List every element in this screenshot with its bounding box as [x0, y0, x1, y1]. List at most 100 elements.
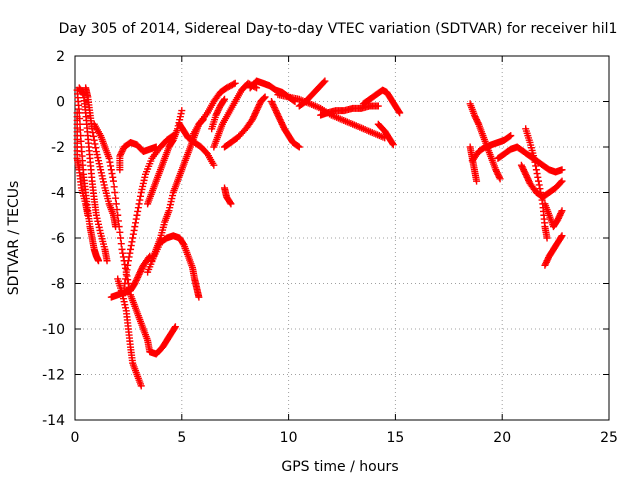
- data-point: [120, 284, 128, 292]
- data-point: [140, 176, 148, 184]
- data-point: [117, 149, 125, 157]
- x-axis-label: GPS time / hours: [281, 459, 398, 475]
- data-point: [321, 77, 329, 85]
- data-point: [84, 211, 92, 219]
- chart-title: Day 305 of 2014, Sidereal Day-to-day VTE…: [59, 21, 618, 37]
- data-point: [493, 169, 501, 177]
- data-point: [555, 213, 563, 221]
- data-point: [534, 173, 542, 181]
- data-point: [105, 154, 113, 162]
- data-point: [90, 136, 98, 144]
- series-arc13: [176, 120, 218, 169]
- data-point: [532, 162, 540, 170]
- data-point: [220, 96, 228, 104]
- data-point: [171, 323, 179, 331]
- data-point: [260, 94, 268, 102]
- data-point: [533, 170, 541, 178]
- data-point: [389, 141, 397, 149]
- data-point: [121, 280, 129, 287]
- series-arc3: [82, 84, 120, 231]
- data-point: [254, 104, 262, 112]
- data-point: [253, 107, 261, 115]
- series-arc27: [466, 100, 504, 183]
- series-arc12: [144, 232, 203, 301]
- data-point: [107, 162, 115, 170]
- data-point: [121, 301, 129, 309]
- x-tick-label: 10: [280, 430, 298, 446]
- series-arc18: [221, 93, 269, 151]
- data-point: [271, 105, 279, 113]
- data-point: [274, 111, 282, 119]
- data-point: [122, 270, 130, 278]
- data-point: [135, 200, 143, 208]
- data-point: [117, 234, 125, 242]
- data-point: [178, 107, 186, 115]
- y-tick-label: -8: [51, 277, 65, 293]
- data-point: [93, 214, 101, 222]
- data-point: [261, 93, 269, 101]
- y-tick-label: -4: [51, 186, 65, 202]
- data-point: [169, 137, 177, 145]
- data-point: [506, 132, 514, 140]
- data-point: [295, 143, 303, 151]
- data-point: [248, 116, 256, 124]
- data-point: [226, 199, 234, 207]
- x-tick-label: 25: [600, 430, 618, 446]
- data-point: [538, 196, 546, 204]
- data-point: [470, 111, 478, 119]
- data-point: [115, 223, 123, 231]
- data-point: [123, 266, 131, 274]
- series-arc20: [268, 98, 303, 151]
- data-point: [113, 206, 121, 214]
- data-point: [134, 272, 142, 280]
- data-point: [128, 238, 136, 246]
- data-point: [273, 110, 281, 118]
- data-point: [134, 204, 142, 212]
- series-arc16: [208, 95, 229, 133]
- data-point: [558, 207, 566, 215]
- data-point: [260, 94, 268, 102]
- data-point: [523, 173, 531, 181]
- y-axis-label: SDTVAR / TECUs: [6, 181, 22, 296]
- data-point: [250, 113, 258, 121]
- data-point: [496, 175, 504, 183]
- data-point: [133, 211, 141, 219]
- data-point: [109, 177, 117, 185]
- y-tick-label: -6: [51, 231, 65, 247]
- data-point: [277, 119, 285, 127]
- data-point: [112, 200, 120, 208]
- data-point: [532, 166, 540, 174]
- plot-frame: [74, 55, 610, 421]
- data-point: [92, 211, 100, 219]
- data-point: [531, 158, 539, 166]
- data-point: [252, 108, 260, 116]
- y-tick-label: -14: [42, 413, 65, 429]
- series-arc22: [295, 77, 329, 110]
- data-point: [558, 166, 566, 174]
- data-point: [125, 253, 133, 261]
- data-point: [117, 240, 125, 248]
- data-point: [129, 234, 137, 242]
- x-tick-label: 5: [177, 430, 186, 446]
- data-point: [558, 232, 566, 240]
- data-point: [395, 108, 403, 116]
- series-arc14: [188, 79, 239, 140]
- series-arc2: [75, 84, 111, 265]
- data-point: [492, 166, 500, 174]
- data-point: [521, 169, 529, 177]
- series-arc21: [274, 91, 389, 142]
- data-point: [119, 249, 127, 257]
- data-point: [132, 276, 140, 284]
- data-point: [520, 166, 528, 174]
- data-point: [108, 170, 116, 178]
- data-point: [474, 119, 482, 127]
- data-point: [221, 95, 229, 103]
- x-tick-label: 15: [386, 430, 404, 446]
- data-point: [210, 161, 218, 169]
- data-point: [118, 245, 126, 253]
- data-point: [389, 140, 397, 148]
- x-tick-label: 20: [493, 430, 511, 446]
- series-arc32: [541, 232, 566, 269]
- data-point: [132, 219, 140, 227]
